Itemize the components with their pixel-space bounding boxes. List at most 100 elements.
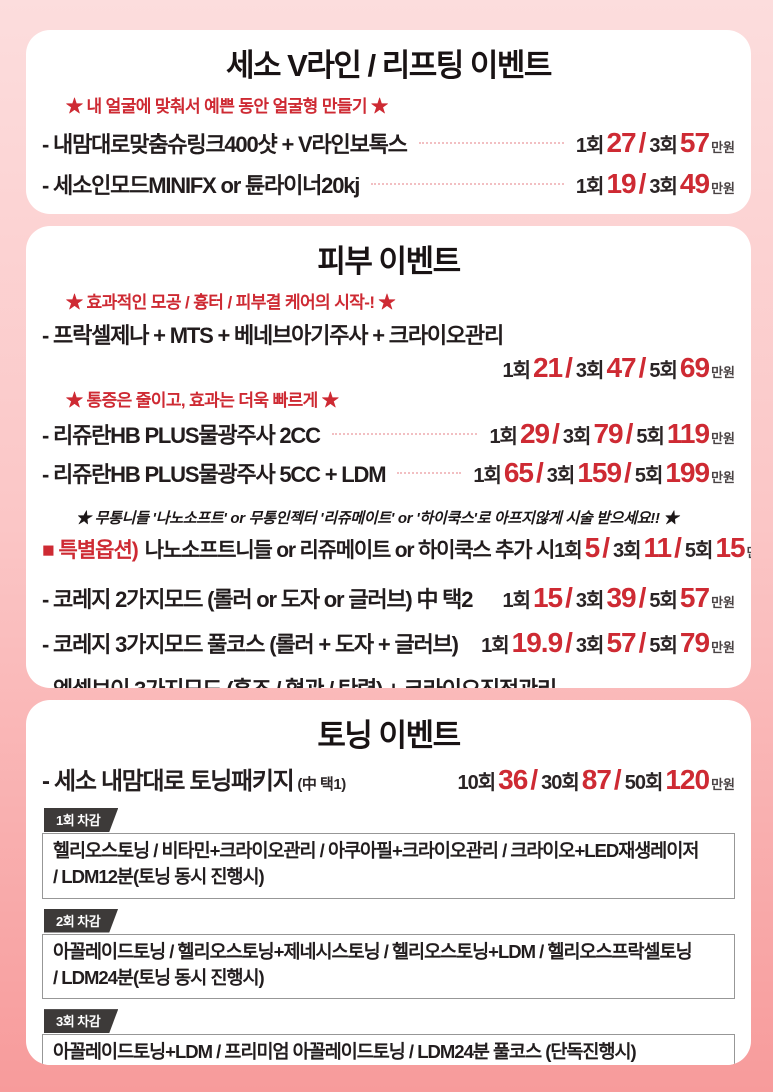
price-value: 57 — [679, 127, 710, 158]
slash: / — [638, 352, 647, 383]
deduction-box: 헬리오스토닝 / 비타민+크라이오관리 / 아쿠아필+크라이오관리 / 크라이오… — [42, 833, 735, 899]
item-name: - 코레지 3가지모드 풀코스 (롤러 + 도자 + 글러브) — [42, 632, 459, 657]
slash: / — [536, 457, 544, 488]
price-count-label: 50회 — [624, 772, 664, 794]
price-row: - 인모드 프리미엄 1회 29.9 / 3회 73 만원 — [42, 209, 735, 214]
price-count-label: 1회 — [575, 135, 605, 157]
price-value: 49 — [679, 168, 710, 199]
price: 1회 27 / 3회 57 만원 — [576, 127, 735, 159]
deduction-line: / LDM24분(토닝 동시 진행시) — [53, 966, 265, 988]
price-count-label: 1회 — [473, 465, 502, 487]
slash: / — [625, 418, 634, 449]
item-name: - 리쥬란HB PLUS물광주사 2CC — [42, 423, 321, 448]
price-count-label: 3회 — [649, 211, 677, 214]
deduction-line: 아꼴레이드토닝 / 헬리오스토닝+제네시스토닝 / 헬리오스토닝+LDM / 헬… — [53, 940, 693, 962]
price-value: 79 — [679, 627, 710, 658]
price-value: 57 — [606, 627, 636, 658]
item-name: - 세소인모드MINIFX or 튠라이너20kj — [42, 173, 360, 198]
price-unit: 만원 — [711, 431, 735, 446]
deduction-box: 아꼴레이드토닝 / 헬리오스토닝+제네시스토닝 / 헬리오스토닝+LDM / 헬… — [42, 933, 735, 1000]
slash: / — [639, 209, 647, 214]
price-count-label: 5회 — [634, 465, 664, 487]
price: 1회 19.9 / 3회 57 / 5회 79 만원 — [481, 627, 735, 659]
price-unit: 만원 — [711, 777, 735, 792]
price-unit: 만원 — [747, 542, 751, 561]
price-count-label: 1회 — [555, 211, 583, 214]
price-count-label: 5회 — [649, 635, 678, 657]
section-note: ★ 내 얼굴에 맞춰서 예쁜 동안 얼굴형 만들기 ★ — [66, 97, 388, 116]
item-name: - 내맘대로맞춤슈링크400샷 + V라인보톡스 — [42, 132, 408, 157]
price-value: 29.9 — [585, 209, 636, 214]
item-name: - 코레지 2가지모드 (롤러 or 도자 or 글러브) 中 택2 — [42, 587, 473, 612]
dotted-leader — [371, 183, 564, 185]
special-option-row: ■ 특별옵션) 나노소프트니들 or 리쥬메이트 or 하이쿡스 추가 시 1회… — [42, 532, 751, 564]
price-value: 19.9 — [511, 627, 563, 658]
price-row: - 코레지 2가지모드 (롤러 or 도자 or 글러브) 中 택2 1회 15… — [42, 582, 735, 614]
price-value: 120 — [665, 764, 710, 795]
slash: / — [613, 764, 622, 795]
price-row: - 코레지 3가지모드 풀코스 (롤러 + 도자 + 글러브) 1회 19.9 … — [42, 627, 735, 659]
price-count-label: 1회 — [502, 360, 531, 382]
item-row: - 엑셀브이 3가지모드 (홍조 / 혈관 / 탄력) + 크라이오진정관리 — [42, 672, 735, 688]
slash: / — [552, 418, 560, 449]
item-name: 나노소프트니들 or 리쥬메이트 or 하이쿡스 추가 시 — [144, 539, 555, 562]
section-skin: 피부 이벤트 ★ 효과적인 모공 / 흉터 / 피부결 케어의 시작-! ★ -… — [26, 226, 751, 688]
dotted-leader — [397, 472, 462, 474]
special-option-prefix: ■ 특별옵션) — [42, 539, 139, 562]
price-unit: 만원 — [711, 595, 735, 610]
price-count-label: 3회 — [562, 426, 592, 448]
price-value: 69 — [679, 352, 710, 383]
section-note: ★ 효과적인 모공 / 흉터 / 피부결 케어의 시작-! ★ — [66, 293, 396, 312]
price-count-label: 30회 — [541, 772, 580, 794]
slash: / — [638, 168, 647, 199]
price-value: 15 — [532, 582, 563, 613]
price-count-label: 3회 — [649, 176, 678, 198]
slash: / — [530, 764, 539, 795]
section-vline-lifting: 세소 V라인 / 리프팅 이벤트 ★ 내 얼굴에 맞춰서 예쁜 동안 얼굴형 만… — [26, 30, 751, 214]
slash: / — [638, 127, 647, 158]
price-unit: 만원 — [711, 640, 735, 655]
item-name: - 리쥬란HB PLUS물광주사 5CC + LDM — [42, 462, 387, 487]
deduction-line: 아꼴레이드토닝+LDM / 프리미엄 아꼴레이드토닝 / LDM24분 풀코스 … — [53, 1041, 637, 1063]
price-count-label: 10회 — [457, 772, 497, 794]
price: 1회 65 / 3회 159 / 5회 199 만원 — [473, 457, 735, 489]
slash: / — [638, 582, 647, 613]
price-value: 65 — [503, 457, 534, 488]
price-value: 199 — [665, 457, 710, 488]
price: 1회 21 / 3회 47 / 5회 69 만원 — [502, 352, 735, 384]
deduction-badge: 1회 차감 — [44, 808, 118, 832]
slash: / — [565, 352, 573, 383]
price-value: 87 — [581, 764, 612, 795]
price-count-label: 5회 — [649, 360, 678, 382]
price-unit: 만원 — [711, 365, 735, 380]
dotted-leader — [418, 142, 564, 144]
item-name: - 세소 내맘대로 토닝패키지 — [42, 768, 295, 795]
price-count-label: 5회 — [649, 590, 678, 612]
price: 1회 19 / 3회 49 만원 — [576, 168, 735, 200]
price-count-label: 5회 — [636, 426, 665, 448]
price: 1회 5 / 3회 11 / 5회 15 만원 — [554, 532, 751, 564]
price-count-label: 3회 — [575, 360, 605, 382]
price-unit: 만원 — [711, 470, 735, 485]
slash: / — [565, 582, 573, 613]
price-row: - 세소인모드MINIFX or 튠라이너20kj 1회 19 / 3회 49 … — [42, 168, 735, 200]
price-count-label: 3회 — [546, 465, 576, 487]
section-toning: 토닝 이벤트 - 세소 내맘대로 토닝패키지 (中 택1) 10회 36 / 3… — [26, 700, 751, 1065]
price-unit: 만원 — [711, 181, 735, 196]
price-count-label: 5회 — [684, 540, 714, 562]
price-value: 39 — [606, 582, 636, 613]
price-value: 36 — [498, 764, 528, 795]
price-value: 19 — [606, 168, 636, 199]
price-value: 11 — [643, 532, 673, 563]
price-value: 159 — [577, 457, 622, 488]
price-value: 47 — [606, 352, 636, 383]
price-count-label: 3회 — [575, 590, 605, 612]
deduction-group-3: 3회 차감 아꼴레이드토닝+LDM / 프리미엄 아꼴레이드토닝 / LDM24… — [42, 1009, 735, 1065]
section-title: 세소 V라인 / 리프팅 이벤트 — [226, 48, 552, 83]
price: 1회 29.9 / 3회 73 만원 — [555, 209, 735, 214]
price: 10회 36 / 30회 87 / 50회 120 만원 — [458, 764, 735, 796]
deduction-line: 헬리오스토닝 / 비타민+크라이오관리 / 아쿠아필+크라이오관리 / 크라이오… — [53, 840, 699, 861]
price-count-label: 1회 — [481, 635, 510, 657]
deduction-badge: 3회 차감 — [44, 1009, 118, 1033]
price-value: 27 — [606, 127, 636, 158]
